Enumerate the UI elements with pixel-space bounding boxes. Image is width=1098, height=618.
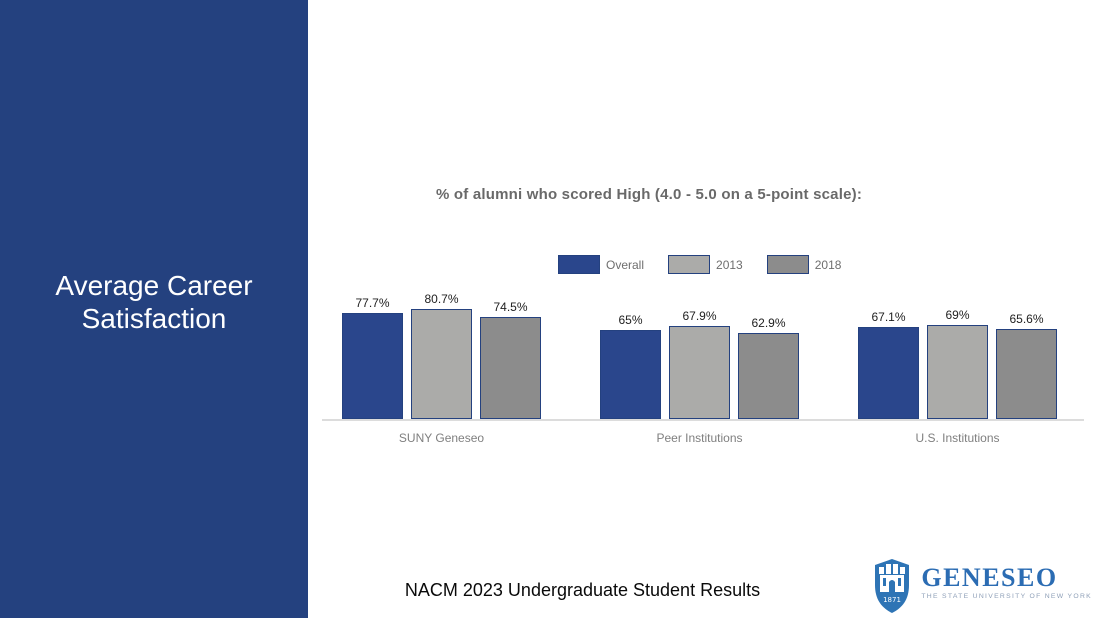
chart-legend: Overall 2013 2018 <box>558 255 841 274</box>
bar-value-label: 62.9% <box>751 316 786 330</box>
bar <box>858 327 919 419</box>
footer-caption: NACM 2023 Undergraduate Student Results <box>404 580 761 600</box>
bar <box>342 313 403 419</box>
bar-value-label: 77.7% <box>355 296 390 310</box>
bar <box>600 330 661 419</box>
bar-value-label: 80.7% <box>424 292 459 306</box>
bar-group: 77.7% 80.7% 74.5% <box>342 292 541 419</box>
bar-value-label: 74.5% <box>493 300 528 314</box>
chart-title: % of alumni who scored High (4.0 - 5.0 o… <box>435 186 863 203</box>
bar-cell: 67.9% <box>669 309 730 419</box>
bar-cell: 80.7% <box>411 292 472 419</box>
bar <box>738 333 799 419</box>
legend-item-overall: Overall <box>558 255 644 274</box>
category-label: Peer Institutions <box>656 431 743 445</box>
bar <box>996 329 1057 419</box>
legend-item-2018: 2018 <box>766 255 842 274</box>
legend-swatch-2018-icon <box>766 255 809 274</box>
bar-cell: 65% <box>600 313 661 419</box>
bar-cell: 65.6% <box>996 312 1057 419</box>
legend-label-2013: 2013 <box>716 257 743 272</box>
category-label: U.S. Institutions <box>915 431 1000 445</box>
legend-label-overall: Overall <box>606 257 645 272</box>
geneseo-wordmark: GENESEO <box>921 563 1058 592</box>
geneseo-tagline: THE STATE UNIVERSITY OF NEW YORK <box>921 593 1092 601</box>
bar-group: 67.1% 69% 65.6% <box>858 308 1057 419</box>
legend-swatch-overall-icon <box>558 255 600 274</box>
bar <box>480 317 541 419</box>
x-axis-line <box>322 419 1084 421</box>
bar-value-label: 67.9% <box>682 309 717 323</box>
bar-cell: 77.7% <box>342 296 403 419</box>
bar <box>411 309 472 419</box>
category-label: SUNY Geneseo <box>398 431 485 445</box>
bar-cell: 62.9% <box>738 316 799 419</box>
bar-value-label: 65% <box>618 313 643 327</box>
bar-value-label: 67.1% <box>871 310 906 324</box>
legend-item-2013: 2013 <box>668 255 743 274</box>
bar-cell: 74.5% <box>480 300 541 419</box>
bar <box>927 325 988 419</box>
legend-label-2018: 2018 <box>814 257 842 272</box>
bar-value-label: 69% <box>945 308 970 322</box>
geneseo-shield-icon: 1871 <box>875 559 910 613</box>
logo-text-column: GENESEO THE STATE UNIVERSITY OF NEW YORK <box>921 558 1092 601</box>
title-panel: Average Career Satisfaction <box>0 0 308 618</box>
geneseo-logo: 1871 GENESEO THE STATE UNIVERSITY OF NEW… <box>871 558 1092 614</box>
bar-group: 65% 67.9% 62.9% <box>600 309 799 419</box>
bar <box>669 326 730 419</box>
slide-title: Average Career Satisfaction <box>55 270 253 334</box>
svg-text:1871: 1871 <box>883 596 901 604</box>
bar-value-label: 65.6% <box>1009 312 1044 326</box>
bar-cell: 69% <box>927 308 988 419</box>
bar-cell: 67.1% <box>858 310 919 419</box>
legend-swatch-2013-icon <box>668 255 711 274</box>
